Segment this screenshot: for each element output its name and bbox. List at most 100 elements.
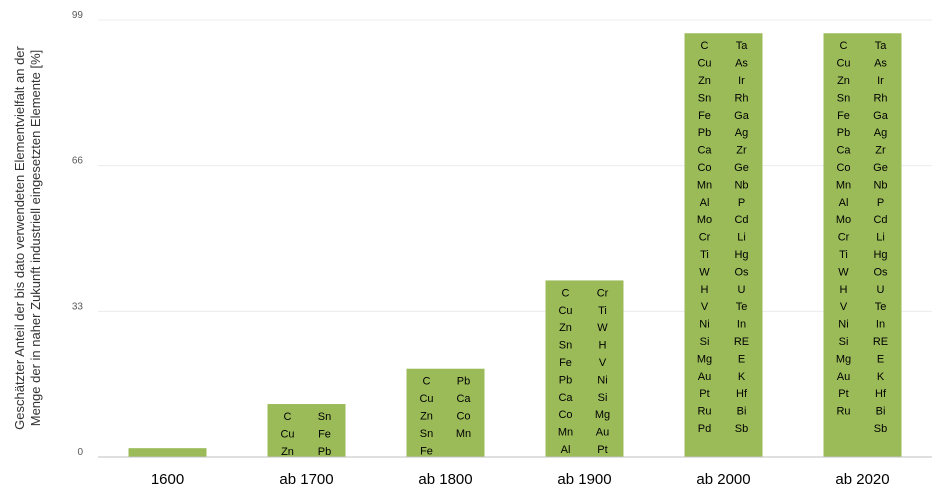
- element-label: Pb: [318, 446, 331, 458]
- element-label: Nb: [734, 179, 748, 191]
- element-label: Ir: [877, 75, 884, 87]
- element-label: Hg: [734, 249, 748, 261]
- element-label: Zn: [281, 446, 294, 458]
- y-tick-label-3: 99: [72, 10, 84, 21]
- element-label: Cd: [873, 214, 887, 226]
- element-label: Mg: [836, 353, 851, 365]
- element-label: Li: [876, 232, 885, 244]
- element-label: P: [877, 197, 884, 209]
- element-label: Zr: [736, 145, 747, 157]
- y-axis-label-text: Geschätzter Anteil der bis dato verwende…: [12, 45, 43, 429]
- element-label: Hf: [736, 388, 748, 400]
- element-label: Rh: [873, 92, 887, 104]
- element-label: As: [735, 58, 748, 70]
- element-label: Ni: [699, 319, 709, 331]
- element-label: Cu: [558, 305, 572, 317]
- element-label: C: [423, 376, 431, 388]
- y-tick-label-2: 66: [72, 156, 84, 167]
- bars: [128, 33, 902, 457]
- element-label: Fe: [420, 445, 433, 457]
- element-label: Fe: [698, 110, 711, 122]
- element-label: Bi: [737, 406, 747, 418]
- element-label: Sn: [318, 411, 331, 423]
- element-label: Ni: [838, 319, 848, 331]
- element-label: V: [840, 301, 848, 313]
- element-label: Zn: [559, 322, 572, 334]
- element-label: Ru: [697, 406, 711, 418]
- element-label: K: [738, 371, 746, 383]
- element-label: Ge: [734, 162, 749, 174]
- element-label: Si: [598, 392, 608, 404]
- bar-2: [406, 368, 485, 457]
- element-label: Ti: [839, 249, 848, 261]
- element-label: Ir: [738, 75, 745, 87]
- element-label: E: [877, 353, 884, 365]
- element-label: Au: [837, 371, 850, 383]
- element-label: C: [840, 40, 848, 52]
- element-label: Mn: [558, 427, 573, 439]
- element-label: Ti: [700, 249, 709, 261]
- element-label: Fe: [318, 428, 331, 440]
- x-category-label-5: ab 2020: [835, 471, 889, 488]
- element-label: Cu: [280, 428, 294, 440]
- element-label: Cu: [697, 58, 711, 70]
- element-label: Cr: [597, 287, 609, 299]
- element-label: Ge: [873, 162, 888, 174]
- element-label: Fe: [837, 110, 850, 122]
- element-label: In: [876, 319, 885, 331]
- y-axis-label-line-0: Geschätzter Anteil der bis dato verwende…: [12, 45, 27, 429]
- element-label: Sn: [698, 92, 711, 104]
- element-label: K: [877, 371, 885, 383]
- element-label: Ti: [598, 305, 607, 317]
- element-label: Mo: [697, 214, 712, 226]
- element-label: Pb: [698, 127, 711, 139]
- element-label: Fe: [559, 357, 572, 369]
- element-label: Co: [697, 162, 711, 174]
- element-label: Sn: [559, 340, 572, 352]
- x-category-label-1: ab 1700: [279, 471, 333, 488]
- element-label: Si: [839, 336, 849, 348]
- x-category-labels: 1600 ab 1700 ab 1800 ab 1900 ab 2000 ab 2020: [151, 471, 890, 488]
- element-label: C: [562, 287, 570, 299]
- element-label: W: [838, 266, 849, 278]
- element-label: Mn: [456, 428, 471, 440]
- element-label: Bi: [876, 406, 886, 418]
- element-label: Hg: [873, 249, 887, 261]
- element-label: RE: [734, 336, 749, 348]
- element-label: Cd: [734, 214, 748, 226]
- element-label: Pb: [559, 374, 572, 386]
- element-label: Sb: [735, 423, 748, 435]
- gridlines: [98, 19, 932, 312]
- element-label: Ca: [697, 145, 712, 157]
- element-label: Ca: [558, 392, 573, 404]
- element-label: Au: [698, 371, 711, 383]
- element-label: Ga: [873, 110, 889, 122]
- element-label: RE: [873, 336, 888, 348]
- x-category-label-0: 1600: [151, 471, 184, 488]
- element-label: Ca: [456, 393, 471, 405]
- x-category-label-3: ab 1900: [557, 471, 611, 488]
- element-label: P: [738, 197, 745, 209]
- x-category-label-4: ab 2000: [696, 471, 750, 488]
- element-label: Zn: [837, 75, 850, 87]
- bar-3: [545, 280, 624, 457]
- element-label: Ni: [597, 374, 607, 386]
- element-label: Si: [700, 336, 710, 348]
- element-label: Rh: [734, 92, 748, 104]
- element-label: Mn: [697, 179, 712, 191]
- element-label: Ag: [735, 127, 748, 139]
- element-label: Zn: [420, 411, 433, 423]
- element-label: H: [701, 284, 709, 296]
- element-label: Co: [558, 409, 572, 421]
- element-label: U: [877, 284, 885, 296]
- element-label: Cr: [699, 232, 711, 244]
- element-label: Al: [561, 444, 571, 456]
- element-label: In: [737, 319, 746, 331]
- element-label: Mg: [697, 353, 712, 365]
- element-label: Nb: [873, 179, 887, 191]
- y-axis-label: Geschätzter Anteil der bis dato verwende…: [12, 45, 43, 429]
- element-label: Pd: [698, 423, 711, 435]
- element-label: Sn: [837, 92, 850, 104]
- element-label: Te: [736, 301, 748, 313]
